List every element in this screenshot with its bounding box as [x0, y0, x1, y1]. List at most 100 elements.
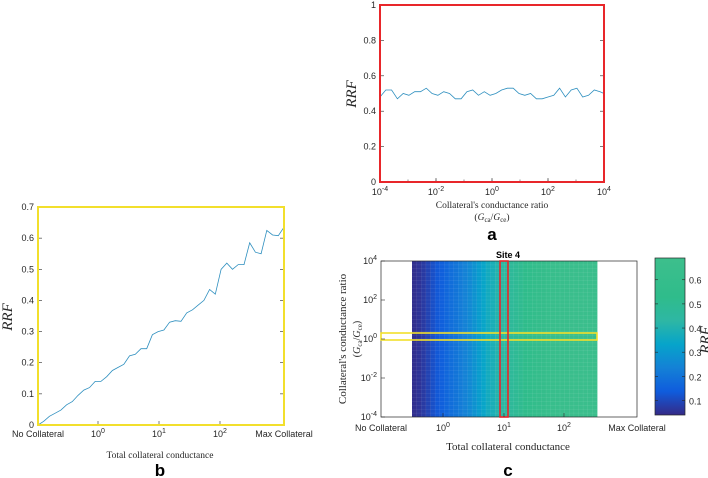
chart-c-heatmap-column	[472, 261, 478, 417]
chart-c-heatmap-column	[578, 261, 584, 417]
panel-label-a: a	[487, 225, 497, 244]
chart-c-heatmap-column	[439, 261, 445, 417]
chart-b-plot-area	[38, 207, 284, 425]
chart-c-heatmap-column	[536, 261, 542, 417]
chart-b-ylabel: RRF	[0, 302, 16, 331]
chart-a-plot-area	[380, 5, 604, 182]
chart-a-x-tick-labels: 10-4 10-2 100 102 104	[372, 186, 611, 197]
chart-c-xlabel: Total collateral conductance	[446, 441, 570, 453]
chart-c-heatmap-column	[523, 261, 529, 417]
chart-c-heatmap-column	[573, 261, 579, 417]
chart-c-heatmap-column	[555, 261, 561, 417]
chart-a-series-line	[379, 87, 605, 100]
chart-c-heatmap-column	[490, 261, 496, 417]
chart-a-y-tick-label: 0.2	[363, 142, 376, 152]
chart-b-x-tick-labels: No Collateral 100 101 102 Max Collateral	[12, 428, 313, 439]
chart-c-heatmap-column	[416, 261, 422, 417]
chart-c-heatmap-column	[532, 261, 538, 417]
chart-b-y-tick-label: 0.4	[21, 295, 34, 305]
colorbar-tick-label: 0.3	[689, 348, 702, 358]
chart-b-x-tick-label: 101	[152, 428, 166, 439]
chart-a-x-tick-label: 10-4	[372, 186, 388, 197]
chart-a-y-tick-label: 1	[371, 0, 376, 10]
chart-b-y-tick-label: 0.7	[21, 202, 34, 212]
chart-c-x-tick-label: 102	[557, 422, 571, 433]
chart-c-heatmap-column	[495, 261, 501, 417]
chart-b-y-tick-label: 0.2	[21, 358, 34, 368]
chart-c-heatmap-column	[546, 261, 552, 417]
chart-c-ylabel: Collateral's conductance ratio	[337, 273, 349, 404]
chart-b-y-tick-label: 0.5	[21, 264, 34, 274]
chart-c: Site 4 104 102 100 10-2 10-4 No Collateral 10…	[337, 250, 708, 478]
colorbar	[654, 257, 686, 416]
chart-c-y-tick-label: 10-4	[361, 411, 377, 422]
chart-c-title: Site 4	[496, 250, 520, 260]
chart-c-x-tick-labels: No Collateral 100 101 102 Max Collateral	[355, 413, 666, 433]
chart-c-heatmap-column	[481, 261, 487, 417]
chart-c-heatmap-column	[518, 261, 524, 417]
chart-a-y-tick-labels: 0 0.2 0.4 0.6 0.8 1	[363, 0, 376, 187]
chart-a-y-tick-label: 0.8	[363, 35, 376, 45]
chart-a-ylabel: RRF	[344, 79, 360, 108]
chart-c-x-tick-label: Max Collateral	[608, 423, 666, 433]
chart-c-ylabel-sub: (Gca/Gce)	[352, 321, 364, 357]
chart-c-grid	[412, 261, 597, 417]
colorbar-tick-label: 0.5	[689, 300, 702, 310]
chart-a-y-tick-label: 0.4	[363, 106, 376, 116]
chart-a-x-tick-label: 10-2	[428, 186, 444, 197]
chart-b-y-tick-label: 0.6	[21, 233, 34, 243]
chart-c-heatmap-column	[425, 261, 431, 417]
chart-c-heatmap-column	[541, 261, 547, 417]
chart-c-heatmap-column	[550, 261, 556, 417]
chart-b-x-tick-label: Max Collateral	[255, 429, 313, 439]
chart-a-x-tick-label: 100	[485, 186, 499, 197]
chart-c-heatmap-column	[504, 261, 510, 417]
chart-b-x-tick-label: 102	[213, 428, 227, 439]
chart-c-heatmap-column	[564, 261, 570, 417]
chart-c-heatmap-column	[421, 261, 427, 417]
chart-b-series-line	[37, 226, 285, 426]
chart-c-heatmap-column	[435, 261, 441, 417]
chart-c-heatmap-column	[583, 261, 589, 417]
chart-b-frame	[37, 206, 285, 426]
chart-c-heatmap-column	[592, 261, 598, 417]
chart-a-frame	[379, 4, 605, 183]
chart-c-heatmap-column	[560, 261, 566, 417]
chart-c-heatmap-column	[587, 261, 593, 417]
chart-a-x-tick-label: 104	[597, 186, 611, 197]
chart-c-heatmap-column	[486, 261, 492, 417]
colorbar-tick-label: 0.6	[689, 276, 702, 286]
chart-c-heatmap-column	[449, 261, 455, 417]
chart-c-heatmap-cells	[412, 261, 598, 417]
chart-c-heatmap-column	[458, 261, 464, 417]
chart-a-xlabel-sub: (Gca/Gce)	[474, 212, 509, 224]
chart-b-y-tick-label: 0	[29, 420, 34, 430]
chart-c-y-tick-label: 104	[363, 255, 377, 266]
chart-c-highlight-row	[380, 332, 598, 341]
chart-a: 0 0.2 0.4 0.6 0.8 1 10-4 10-2 100 102 104 Collate…	[344, 0, 611, 244]
chart-a-y-tick-label: 0	[371, 177, 376, 187]
chart-b: 0 0.1 0.2 0.3 0.4 0.5 0.6 0.7 No Collateral 100 1…	[0, 202, 313, 478]
chart-c-heatmap-column	[462, 261, 468, 417]
chart-c-y-tick-labels: 104 102 100 10-2 10-4	[361, 255, 385, 422]
chart-c-heatmap-column	[527, 261, 533, 417]
chart-a-y-tick-label: 0.6	[363, 71, 376, 81]
chart-b-x-tick-label: No Collateral	[12, 429, 64, 439]
chart-c-heatmap-column	[569, 261, 575, 417]
colorbar-ticks: 0.1 0.2 0.3 0.4 0.5 0.6	[655, 276, 702, 407]
chart-b-x-tick-label: 100	[91, 428, 105, 439]
chart-c-y-tick-label: 10-2	[361, 372, 377, 383]
chart-c-heatmap-column	[430, 261, 436, 417]
chart-b-y-tick-labels: 0 0.1 0.2 0.3 0.4 0.5 0.6 0.7	[21, 202, 34, 430]
chart-c-x-tick-label: 100	[436, 422, 450, 433]
chart-c-heatmap-column	[453, 261, 459, 417]
chart-a-xlabel: Collateral's conductance ratio	[436, 201, 549, 211]
chart-c-y-tick-label: 102	[363, 294, 377, 305]
chart-c-heatmap-column	[499, 261, 505, 417]
colorbar-label: RRF	[698, 325, 708, 354]
chart-c-heatmap-column	[513, 261, 519, 417]
chart-c-x-tick-label: No Collateral	[355, 423, 407, 433]
colorbar-tick-label: 0.4	[689, 324, 702, 334]
chart-b-y-tick-label: 0.3	[21, 327, 34, 337]
